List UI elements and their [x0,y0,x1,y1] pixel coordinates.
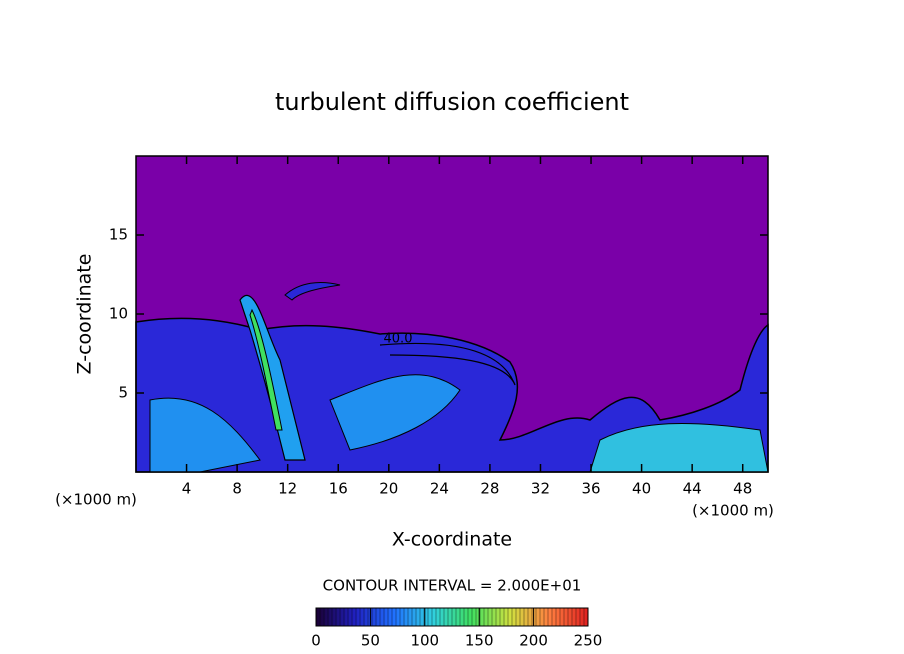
x-axis-title: X-coordinate [392,529,512,551]
y-tick-label: 5 [118,384,128,402]
contour-interval: CONTOUR INTERVAL = 2.000E+01 [323,577,582,595]
colorbar-tick-label: 250 [574,632,603,650]
field-region [589,422,769,473]
colorbar-tick-label: 100 [410,632,439,650]
colorbar-tick-label: 150 [465,632,494,650]
y-tick-label: 15 [109,226,128,244]
colorbar: 0 50 100 150 200 250 [311,607,603,650]
x-tick-label: 16 [329,480,348,498]
x-tick-label: 24 [430,480,449,498]
x-tick-label: 32 [531,480,550,498]
x-tick-label: 8 [232,480,242,498]
field-region [329,374,461,451]
chart-title: turbulent diffusion coefficient [275,88,629,116]
field-region [149,397,261,473]
colorbar-tick-label: 0 [311,632,321,650]
x-unit: (×1000 m) [692,502,774,520]
x-tick-label: 28 [480,480,499,498]
x-tick-label: 12 [278,480,297,498]
x-tick-label: 20 [379,480,398,498]
colorbar-tick-label: 200 [519,632,548,650]
contour-label: 40.0 [384,332,413,347]
field-region [249,308,283,431]
field-contour [379,342,516,386]
x-tick-label: 4 [182,480,192,498]
x-tick-label: 44 [683,480,702,498]
field [135,156,769,473]
x-tick-label: 40 [632,480,651,498]
colorbar-tick-label: 50 [361,632,380,650]
x-unit: (×1000 m) [55,491,137,509]
x-tick-label: 36 [581,480,600,498]
field-region [284,282,341,301]
y-axis-title: Z-coordinate [74,254,96,375]
y-tick-label: 10 [109,305,128,323]
x-tick-label: 48 [733,480,752,498]
